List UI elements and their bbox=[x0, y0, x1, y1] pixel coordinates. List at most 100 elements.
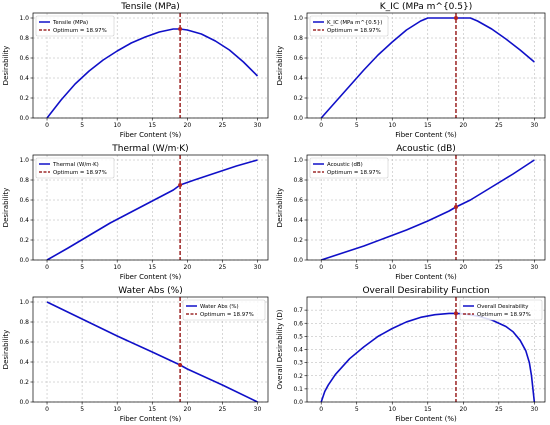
y-tick-label: 0.1 bbox=[293, 386, 303, 393]
y-tick-label: 0.8 bbox=[293, 177, 303, 184]
x-tick-label: 15 bbox=[424, 264, 432, 271]
plot-frame bbox=[32, 12, 269, 119]
x-axis-label: Fiber Content (%) bbox=[120, 273, 182, 281]
y-tick-label: 0.6 bbox=[293, 197, 303, 204]
x-tick-label: 25 bbox=[219, 264, 227, 271]
y-tick-label: 1.0 bbox=[293, 157, 303, 164]
y-tick-label: 0.0 bbox=[293, 399, 303, 406]
data-point bbox=[512, 173, 513, 174]
data-point bbox=[477, 20, 478, 21]
optimum-marker bbox=[453, 205, 458, 209]
data-point bbox=[103, 59, 104, 60]
y-tick-label: 0.0 bbox=[19, 399, 29, 406]
data-point bbox=[377, 54, 378, 55]
y-tick-label: 0.6 bbox=[19, 339, 29, 346]
x-tick-label: 15 bbox=[148, 122, 156, 129]
legend-box bbox=[309, 157, 389, 179]
legend-box bbox=[35, 157, 115, 179]
series-line bbox=[320, 17, 535, 118]
y-tick-label: 0.2 bbox=[293, 373, 303, 380]
chart-title: Water Abs (%) bbox=[118, 286, 182, 296]
chart-title: Thermal (W/m·K) bbox=[111, 144, 188, 154]
data-point bbox=[89, 235, 90, 236]
x-tick-label: 30 bbox=[254, 406, 262, 413]
y-axis-label: Desirability bbox=[2, 46, 10, 86]
x-tick-label: 20 bbox=[459, 264, 467, 271]
y-tick-label: 0.4 bbox=[19, 75, 29, 82]
y-axis-label: Desirability bbox=[276, 188, 284, 228]
y-tick-label: 1.0 bbox=[293, 15, 303, 22]
data-point bbox=[525, 350, 526, 351]
y-tick-label: 0.2 bbox=[19, 379, 29, 386]
legend: Acoustic (dB) Optimum = 18.97% bbox=[309, 157, 389, 179]
plot-frame bbox=[32, 154, 269, 261]
series-line bbox=[320, 312, 536, 402]
x-tick-label: 20 bbox=[459, 406, 467, 413]
legend-entry-optimum: Optimum = 18.97% bbox=[200, 312, 254, 318]
y-tick-label: 0.6 bbox=[19, 197, 29, 204]
x-tick-label: 5 bbox=[80, 122, 84, 129]
legend: Overall Desirability Optimum = 18.97% bbox=[459, 299, 543, 321]
legend-entry-series: Overall Desirability bbox=[477, 304, 529, 310]
data-point bbox=[236, 165, 237, 166]
y-tick-label: 0.6 bbox=[19, 55, 29, 62]
y-tick-label: 0.2 bbox=[19, 95, 29, 102]
y-tick-label: 0.2 bbox=[293, 95, 303, 102]
x-tick-label: 15 bbox=[424, 406, 432, 413]
data-point bbox=[257, 75, 258, 76]
data-point bbox=[406, 29, 407, 30]
plot-frame bbox=[306, 12, 546, 119]
data-point bbox=[173, 28, 174, 29]
chart-title: K_IC (MPa m^{0.5}) bbox=[380, 2, 472, 12]
data-point bbox=[420, 20, 421, 21]
chart-title: Tensile (MPa) bbox=[120, 2, 180, 12]
data-point bbox=[520, 49, 521, 50]
x-tick-label: 20 bbox=[184, 264, 192, 271]
x-axis-label: Fiber Content (%) bbox=[395, 415, 457, 423]
data-point bbox=[152, 200, 153, 201]
x-tick-label: 25 bbox=[495, 264, 503, 271]
y-tick-label: 0.2 bbox=[293, 237, 303, 244]
series-line bbox=[46, 159, 258, 260]
data-point bbox=[420, 317, 421, 318]
optimum-marker bbox=[453, 16, 458, 20]
y-tick-label: 0.3 bbox=[293, 360, 303, 367]
legend-entry-series: K_IC (MPa m^{0.5}) bbox=[327, 20, 382, 26]
legend: Thermal (W/m·K) Optimum = 18.97% bbox=[35, 157, 115, 179]
y-tick-label: 0.2 bbox=[19, 237, 29, 244]
x-axis-label: Fiber Content (%) bbox=[395, 131, 457, 139]
x-tick-label: 25 bbox=[219, 122, 227, 129]
data-point bbox=[117, 335, 118, 336]
legend-entry-series: Water Abs (%) bbox=[200, 304, 239, 310]
data-point bbox=[187, 29, 188, 30]
data-point bbox=[328, 384, 329, 385]
data-point bbox=[131, 42, 132, 43]
legend: Tensile (MPa) Optimum = 18.97% bbox=[35, 15, 115, 37]
x-tick-label: 15 bbox=[148, 264, 156, 271]
data-point bbox=[363, 245, 364, 246]
data-point bbox=[491, 28, 492, 29]
y-tick-label: 0.8 bbox=[19, 177, 29, 184]
data-point bbox=[60, 99, 61, 100]
x-tick-label: 0 bbox=[45, 406, 49, 413]
y-tick-label: 0.8 bbox=[19, 35, 29, 42]
x-tick-label: 25 bbox=[495, 122, 503, 129]
x-tick-label: 10 bbox=[388, 406, 396, 413]
legend-box bbox=[459, 299, 543, 321]
series-line bbox=[46, 301, 258, 402]
x-tick-label: 10 bbox=[113, 264, 121, 271]
x-tick-label: 10 bbox=[388, 264, 396, 271]
data-point bbox=[159, 31, 160, 32]
data-point bbox=[377, 336, 378, 337]
x-axis-label: Fiber Content (%) bbox=[395, 273, 457, 281]
data-point bbox=[67, 247, 68, 248]
data-point bbox=[529, 362, 530, 363]
data-point bbox=[194, 179, 195, 180]
optimum-marker bbox=[178, 183, 183, 187]
y-tick-label: 1.0 bbox=[19, 299, 29, 306]
y-tick-label: 0.4 bbox=[19, 217, 29, 224]
y-tick-label: 0.0 bbox=[19, 115, 29, 122]
y-tick-label: 1.0 bbox=[19, 15, 29, 22]
data-point bbox=[222, 384, 223, 385]
x-tick-label: 30 bbox=[531, 406, 539, 413]
